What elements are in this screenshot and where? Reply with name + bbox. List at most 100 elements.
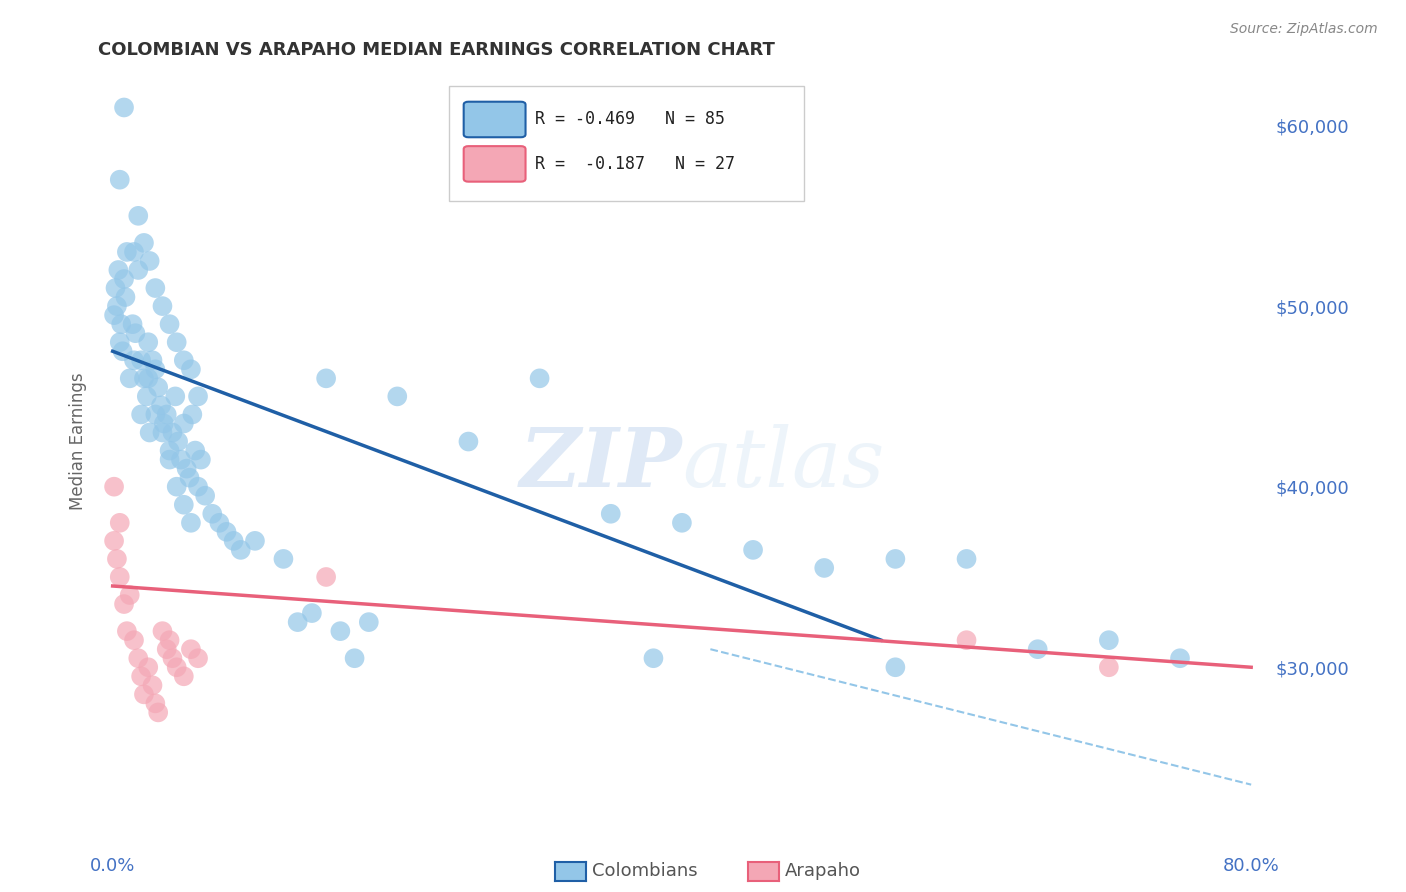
Point	[122, 353, 145, 368]
Point	[167, 434, 190, 449]
Point	[115, 244, 138, 259]
Point	[108, 516, 131, 530]
Point	[884, 552, 907, 566]
Point	[190, 452, 212, 467]
Point	[229, 542, 252, 557]
Point	[315, 371, 337, 385]
Point	[103, 533, 125, 548]
Point	[112, 100, 135, 114]
Point	[159, 317, 181, 331]
Point	[180, 362, 202, 376]
Point	[208, 516, 231, 530]
Point	[107, 263, 129, 277]
Point	[150, 399, 173, 413]
Point	[108, 172, 131, 186]
Point	[132, 235, 155, 250]
Text: Colombians: Colombians	[592, 863, 697, 880]
Point	[187, 651, 209, 665]
Point	[129, 408, 152, 422]
Point	[103, 480, 125, 494]
Text: atlas: atlas	[682, 424, 884, 504]
Point	[955, 633, 977, 648]
Point	[1168, 651, 1191, 665]
Point	[152, 624, 174, 639]
Point	[138, 425, 160, 440]
Point	[215, 524, 238, 539]
Point	[180, 642, 202, 657]
Point	[103, 308, 125, 322]
Point	[105, 552, 128, 566]
Point	[343, 651, 366, 665]
Point	[104, 281, 127, 295]
Point	[110, 317, 132, 331]
Point	[118, 588, 141, 602]
Point	[315, 570, 337, 584]
Point	[187, 480, 209, 494]
Point	[115, 624, 138, 639]
Point	[132, 371, 155, 385]
FancyBboxPatch shape	[464, 102, 526, 137]
Point	[1098, 660, 1121, 674]
Point	[127, 651, 149, 665]
Point	[162, 425, 184, 440]
Point	[273, 552, 295, 566]
Point	[108, 570, 131, 584]
Point	[136, 335, 159, 350]
Point	[129, 353, 152, 368]
Point	[159, 452, 181, 467]
Point	[156, 408, 179, 422]
Point	[122, 633, 145, 648]
Point	[194, 489, 217, 503]
Point	[141, 678, 163, 692]
Point	[357, 615, 380, 629]
Point	[148, 706, 170, 720]
Point	[143, 362, 166, 376]
Point	[301, 606, 323, 620]
Point	[643, 651, 665, 665]
Point	[127, 263, 149, 277]
Point	[387, 389, 409, 403]
Text: 0.0%: 0.0%	[90, 857, 135, 875]
Point	[132, 687, 155, 701]
Point	[114, 290, 136, 304]
Point	[156, 642, 179, 657]
Text: Source: ZipAtlas.com: Source: ZipAtlas.com	[1230, 22, 1378, 37]
Point	[121, 317, 143, 331]
Point	[457, 434, 479, 449]
Point	[108, 335, 131, 350]
Point	[129, 669, 152, 683]
Point	[141, 353, 163, 368]
Text: R = -0.469   N = 85: R = -0.469 N = 85	[534, 111, 725, 128]
Point	[173, 417, 195, 431]
Point	[243, 533, 266, 548]
Point	[143, 697, 166, 711]
Point	[165, 389, 187, 403]
Text: ZIP: ZIP	[519, 424, 682, 504]
Point	[112, 272, 135, 286]
Point	[742, 542, 765, 557]
Point	[187, 389, 209, 403]
Point	[166, 335, 188, 350]
Point	[813, 561, 835, 575]
Point	[166, 480, 188, 494]
Y-axis label: Median Earnings: Median Earnings	[69, 373, 87, 510]
Text: Arapaho: Arapaho	[785, 863, 860, 880]
Point	[118, 371, 141, 385]
Point	[184, 443, 207, 458]
Point	[170, 452, 193, 467]
Point	[179, 470, 201, 484]
Point	[529, 371, 551, 385]
Point	[124, 326, 146, 341]
Point	[112, 597, 135, 611]
Point	[122, 244, 145, 259]
Point	[329, 624, 352, 639]
FancyBboxPatch shape	[464, 146, 526, 182]
Point	[143, 408, 166, 422]
Point	[173, 669, 195, 683]
Point	[599, 507, 621, 521]
Text: 80.0%: 80.0%	[1223, 857, 1279, 875]
Point	[201, 507, 224, 521]
Point	[173, 498, 195, 512]
Text: COLOMBIAN VS ARAPAHO MEDIAN EARNINGS CORRELATION CHART: COLOMBIAN VS ARAPAHO MEDIAN EARNINGS COR…	[98, 41, 775, 59]
Point	[127, 209, 149, 223]
